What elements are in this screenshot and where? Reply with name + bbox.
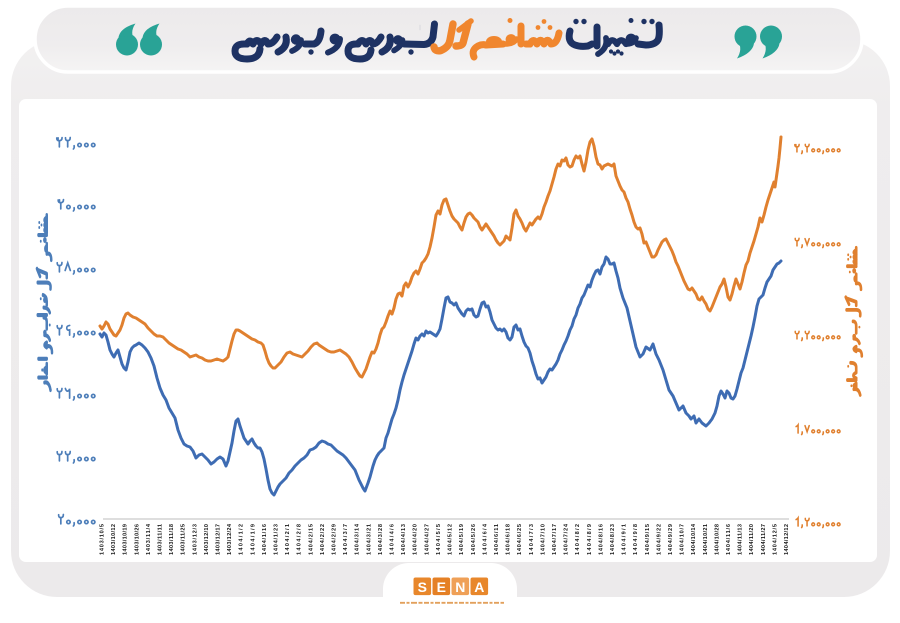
svg-text:1404/6/18: 1404/6/18 [506, 524, 512, 555]
svg-text:1403/10/26: 1403/10/26 [134, 524, 140, 555]
svg-text:1404/8/23: 1404/8/23 [610, 524, 616, 555]
svg-text:1404/10/7: 1404/10/7 [680, 524, 686, 555]
svg-text:1404/3/14: 1404/3/14 [355, 523, 361, 555]
svg-text:1404/4/13: 1404/4/13 [401, 524, 407, 555]
svg-text:1404/7/24: 1404/7/24 [564, 523, 570, 555]
svg-text:1404/9/29: 1404/9/29 [668, 524, 674, 555]
svg-text:1404/1/2: 1404/1/2 [239, 524, 245, 555]
svg-text:1404/1/16: 1404/1/16 [262, 524, 268, 555]
svg-text:1404/3/28: 1404/3/28 [378, 524, 384, 555]
svg-text:1404/9/15: 1404/9/15 [645, 524, 651, 555]
svg-text:1403/12/24: 1403/12/24 [227, 523, 233, 555]
svg-text:1404/6/25: 1404/6/25 [517, 524, 523, 555]
svg-text:1404/5/5: 1404/5/5 [436, 524, 442, 555]
svg-text:1404/7/17: 1404/7/17 [552, 524, 558, 555]
svg-text:1404/8/9: 1404/8/9 [587, 524, 593, 555]
svg-text:1404/11/20: 1404/11/20 [749, 524, 755, 555]
svg-text:1404/11/27: 1404/11/27 [761, 524, 767, 555]
svg-text:1404/2/1: 1404/2/1 [285, 524, 291, 555]
svg-text:A: A [474, 579, 484, 595]
svg-text:1404/7/10: 1404/7/10 [540, 524, 546, 555]
svg-text:1404/2/22: 1404/2/22 [320, 524, 326, 555]
svg-text:1403/10/12: 1403/10/12 [111, 524, 117, 555]
svg-text:1404/8/2: 1404/8/2 [575, 524, 581, 555]
svg-text:1403/12/10: 1403/12/10 [204, 524, 210, 555]
svg-text:E: E [437, 579, 446, 595]
svg-text:1404/9/1: 1404/9/1 [622, 524, 628, 555]
svg-text:1404/1/9: 1404/1/9 [250, 524, 256, 555]
svg-text:1404/4/27: 1404/4/27 [424, 524, 430, 555]
svg-text:1404/7/3: 1404/7/3 [529, 524, 535, 555]
svg-text:1404/1/23: 1404/1/23 [274, 524, 280, 555]
svg-text:1404/10/14: 1404/10/14 [691, 523, 697, 555]
svg-text:1403/11/25: 1403/11/25 [181, 524, 187, 555]
svg-text:1404/2/15: 1404/2/15 [308, 524, 314, 555]
svg-text:1404/9/22: 1404/9/22 [656, 524, 662, 555]
svg-text:1403/11/4: 1403/11/4 [146, 523, 152, 555]
svg-text:1404/4/6: 1404/4/6 [390, 524, 396, 555]
svg-text:1404/8/16: 1404/8/16 [598, 524, 604, 555]
svg-text:1403/10/5: 1403/10/5 [100, 524, 106, 555]
svg-text:1404/6/4: 1404/6/4 [482, 523, 488, 555]
svg-text:N: N [455, 579, 465, 595]
svg-text:1404/3/21: 1404/3/21 [366, 524, 372, 555]
svg-text:1404/6/11: 1404/6/11 [494, 524, 500, 555]
svg-text:1404/9/8: 1404/9/8 [633, 524, 639, 555]
svg-text:1404/3/7: 1404/3/7 [343, 524, 349, 555]
svg-text:1403/11/18: 1403/11/18 [169, 524, 175, 555]
svg-text:1404/4/20: 1404/4/20 [413, 524, 419, 555]
svg-text:1404/2/8: 1404/2/8 [297, 524, 303, 555]
svg-text:1404/5/26: 1404/5/26 [471, 524, 477, 555]
svg-text:1404/11/13: 1404/11/13 [738, 524, 744, 555]
svg-text:1404/12/5: 1404/12/5 [772, 524, 778, 555]
svg-text:1404/10/21: 1404/10/21 [703, 524, 709, 555]
svg-text:1404/5/19: 1404/5/19 [459, 524, 465, 555]
svg-text:1403/12/3: 1403/12/3 [192, 524, 198, 555]
svg-text:1403/11/11: 1403/11/11 [158, 524, 164, 555]
svg-text:1404/2/29: 1404/2/29 [332, 524, 338, 555]
svg-text:1404/5/12: 1404/5/12 [448, 524, 454, 555]
svg-text:1404/12/12: 1404/12/12 [784, 524, 790, 555]
svg-text:1404/11/6: 1404/11/6 [726, 524, 732, 555]
svg-text:S: S [418, 579, 427, 595]
svg-text:1404/10/28: 1404/10/28 [714, 524, 720, 555]
svg-text:1403/12/17: 1403/12/17 [216, 524, 222, 555]
svg-text:1403/10/19: 1403/10/19 [123, 524, 129, 555]
